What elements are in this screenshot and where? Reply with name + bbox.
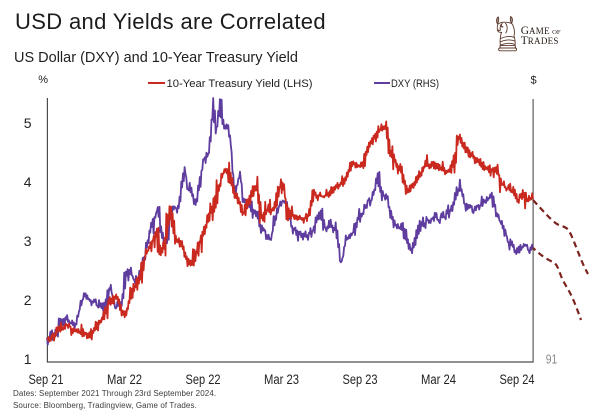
svg-text:2: 2 (24, 292, 32, 308)
svg-text:DXY (RHS): DXY (RHS) (391, 78, 439, 90)
svg-text:Mar 23: Mar 23 (264, 372, 299, 387)
svg-text:1: 1 (24, 351, 32, 367)
svg-text:4: 4 (24, 174, 32, 190)
svg-text:Sep 21: Sep 21 (29, 372, 64, 387)
svg-text:10-Year Treasury Yield (LHS): 10-Year Treasury Yield (LHS) (167, 78, 313, 90)
svg-text:TRADES: TRADES (521, 35, 559, 47)
svg-text:Mar 22: Mar 22 (107, 372, 142, 387)
svg-text:Mar 24: Mar 24 (421, 372, 456, 387)
svg-text:Sep 23: Sep 23 (343, 372, 378, 387)
svg-text:Sep 22: Sep 22 (186, 372, 221, 387)
svg-text:%: % (38, 74, 48, 86)
svg-text:3: 3 (24, 233, 32, 249)
svg-text:5: 5 (24, 115, 32, 131)
svg-text:$: $ (530, 75, 536, 87)
svg-text:91: 91 (546, 353, 558, 367)
svg-text:Sep 24: Sep 24 (500, 372, 535, 387)
